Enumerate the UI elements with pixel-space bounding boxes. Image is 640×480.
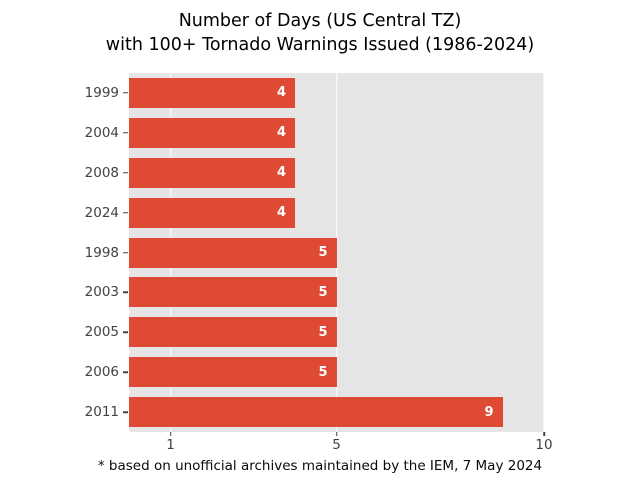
- bar-row: 2024 4: [85, 193, 544, 233]
- y-tick-mark: [123, 132, 128, 134]
- bar-row: 2004 4: [85, 113, 544, 153]
- bar-1998: 5: [129, 237, 337, 268]
- y-tick-label: 2003: [84, 284, 119, 301]
- chart-title-line1: Number of Days (US Central TZ): [178, 11, 462, 31]
- y-tick-label: 2011: [84, 404, 119, 421]
- bar-value-label: 4: [276, 165, 286, 181]
- bar-1999: 4: [129, 77, 295, 108]
- bar-row: 2011 9: [85, 392, 544, 432]
- chart-footnote: * based on unofficial archives maintaine…: [97, 458, 543, 474]
- bar-row: 2008 4: [85, 153, 544, 193]
- bar-row: 2006 5: [85, 352, 544, 392]
- gridline-x-5: [335, 73, 338, 432]
- chart-title-line2: with 100+ Tornado Warnings Issued (1986-…: [105, 35, 535, 55]
- bar-2006: 5: [129, 357, 337, 388]
- y-tick-mark: [123, 92, 128, 94]
- x-tick-mark: [335, 432, 338, 436]
- plot-area: 1999 4 2004 4 2008 4 2024 4 1998 5 2003 5 2005 5 2006 5…: [85, 73, 545, 432]
- bar-row: 1999 4: [85, 73, 544, 113]
- chart-title: Number of Days (US Central TZ) with 100+…: [0, 9, 640, 57]
- bar-2011: 9: [129, 397, 503, 428]
- bar-2005: 5: [129, 317, 337, 348]
- bars-layer: 1999 4 2004 4 2008 4 2024 4 1998 5 2003 5 2005 5 2006 5…: [85, 73, 544, 432]
- bar-value-label: 4: [276, 85, 286, 101]
- y-tick-label: 2008: [84, 164, 119, 181]
- x-tick-label: 1: [166, 437, 175, 453]
- x-tick-label: 10: [535, 437, 553, 453]
- bar-row: 2005 5: [85, 312, 544, 352]
- y-tick-mark: [123, 411, 128, 413]
- bar-value-label: 5: [318, 324, 328, 340]
- x-tick-label: 5: [332, 437, 341, 453]
- y-tick-mark: [123, 291, 128, 294]
- bar-value-label: 5: [318, 284, 328, 300]
- y-tick-mark: [123, 171, 128, 174]
- bar-value-label: 5: [318, 245, 328, 260]
- bar-value-label: 5: [318, 364, 328, 380]
- y-tick-label: 1998: [84, 244, 119, 261]
- y-tick-mark: [123, 251, 128, 254]
- x-tick-mark: [543, 432, 545, 436]
- y-tick-label: 2004: [84, 124, 119, 141]
- bar-2004: 4: [129, 117, 295, 148]
- x-axis: 1 5 10: [129, 432, 553, 460]
- bar-row: 1998 5: [85, 233, 544, 273]
- bar-value-label: 4: [276, 205, 286, 221]
- bar-2008: 4: [129, 157, 295, 188]
- y-tick-label: 2005: [84, 324, 119, 341]
- y-tick-label: 1999: [84, 84, 119, 101]
- y-tick-label: 2006: [84, 364, 119, 381]
- y-tick-label: 2024: [84, 204, 119, 221]
- gridline-x-10: [543, 73, 545, 432]
- bar-2003: 5: [129, 277, 337, 308]
- bar-row: 2003 5: [85, 272, 544, 312]
- x-tick-mark: [169, 432, 172, 436]
- y-tick-mark: [123, 371, 128, 373]
- y-tick-mark: [123, 211, 128, 214]
- bar-value-label: 9: [484, 404, 494, 420]
- y-tick-mark: [123, 331, 128, 334]
- bar-2024: 4: [129, 197, 295, 228]
- bar-value-label: 4: [276, 125, 286, 141]
